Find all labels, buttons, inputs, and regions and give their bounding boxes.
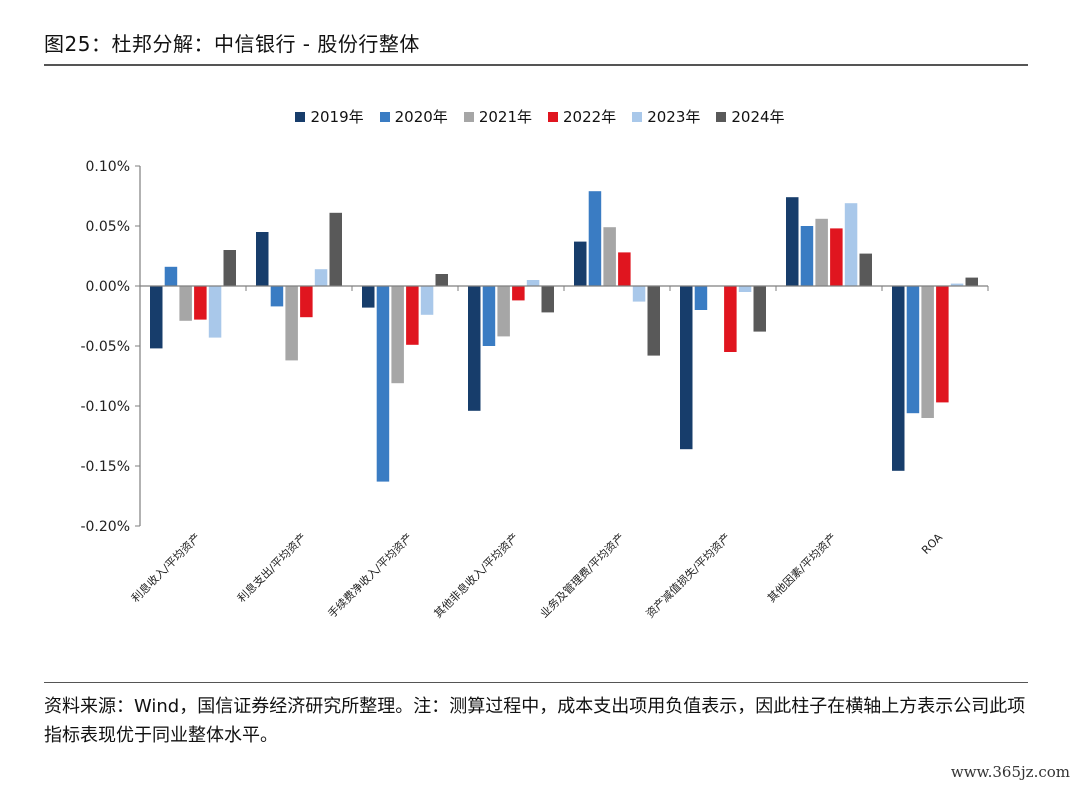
bar xyxy=(512,286,525,301)
bar xyxy=(950,283,964,286)
x-tick-label: 利息收入/平均资产 xyxy=(128,530,203,605)
chart-legend: 2019年 2020年 2021年 2022年 2023年 2024年 xyxy=(0,106,1080,127)
bar xyxy=(830,228,843,286)
bar xyxy=(391,286,404,384)
legend-item: 2024年 xyxy=(716,106,785,127)
x-tick-label: 利息支出/平均资产 xyxy=(234,530,309,605)
legend-label: 2023年 xyxy=(647,108,701,126)
legend-label: 2024年 xyxy=(731,108,785,126)
bar xyxy=(179,286,192,321)
bar xyxy=(921,286,934,418)
y-tick-label: 0.00% xyxy=(86,279,130,295)
bar xyxy=(892,286,905,471)
bar xyxy=(800,226,814,286)
bar xyxy=(285,286,298,361)
x-tick-label: 其他非息收入/平均资产 xyxy=(431,530,521,620)
bar xyxy=(906,286,920,414)
bar xyxy=(435,274,448,286)
x-tick-label: 其他因素/平均资产 xyxy=(764,530,839,605)
legend-label: 2021年 xyxy=(478,108,532,126)
bar xyxy=(936,286,949,403)
bar xyxy=(815,218,828,286)
bar xyxy=(588,191,602,286)
source-divider xyxy=(44,682,1028,683)
x-tick-label: ROA xyxy=(919,531,945,557)
bar xyxy=(362,286,375,308)
bar xyxy=(270,286,284,307)
bar xyxy=(647,286,660,356)
legend-item: 2023年 xyxy=(632,106,700,127)
bar xyxy=(753,286,766,332)
bar xyxy=(406,286,419,345)
bar xyxy=(694,286,708,310)
x-tick-label: 资产减值损失/平均资产 xyxy=(643,530,733,620)
bar-chart: 0.10%0.05%0.00%-0.05%-0.10%-0.15%-0.20%利… xyxy=(80,159,989,621)
bar xyxy=(150,286,163,349)
x-tick-label: 手续费净收入/平均资产 xyxy=(325,530,415,620)
bar xyxy=(618,252,631,286)
x-tick-label: 业务及管理费/平均资产 xyxy=(537,530,627,620)
bar xyxy=(574,241,587,286)
legend-item: 2021年 xyxy=(463,106,532,127)
bar xyxy=(786,197,799,286)
legend-swatch xyxy=(295,111,306,122)
bar xyxy=(738,286,752,292)
bar xyxy=(223,250,236,286)
bar xyxy=(164,266,178,286)
legend-swatch xyxy=(548,111,558,122)
bar xyxy=(526,280,540,286)
legend-item: 2020年 xyxy=(379,106,448,127)
bar xyxy=(497,286,510,337)
bar xyxy=(194,286,207,320)
bar xyxy=(724,286,737,352)
bar xyxy=(420,286,434,315)
source-note: 资料来源：Wind，国信证券经济研究所整理。注：测算过程中，成本支出项用负值表示… xyxy=(44,696,1026,746)
y-tick-label: -0.10% xyxy=(80,399,130,415)
y-tick-label: -0.20% xyxy=(80,519,130,535)
legend-label: 2019年 xyxy=(310,108,364,126)
bar xyxy=(329,212,342,286)
bar xyxy=(844,203,858,286)
legend-swatch xyxy=(463,111,474,122)
y-tick-label: 0.05% xyxy=(86,219,130,235)
bar xyxy=(541,286,554,313)
bar xyxy=(632,286,646,302)
bar xyxy=(603,227,616,286)
bar xyxy=(314,269,328,286)
bar xyxy=(859,253,872,286)
legend-label: 2022年 xyxy=(563,108,617,126)
bar xyxy=(256,232,269,286)
bar xyxy=(680,286,693,450)
y-tick-label: -0.15% xyxy=(80,459,130,475)
figure-title: 图25：杜邦分解：中信银行 - 股份行整体 xyxy=(44,32,420,56)
y-tick-label: 0.10% xyxy=(86,159,130,175)
watermark-text: www.365jz.com xyxy=(950,763,1070,781)
y-tick-label: -0.05% xyxy=(80,339,130,355)
bar xyxy=(965,277,978,286)
bar xyxy=(376,286,390,482)
bar xyxy=(300,286,313,318)
legend-label: 2020年 xyxy=(394,108,448,126)
legend-swatch xyxy=(379,111,390,122)
legend-item: 2019年 xyxy=(295,106,364,127)
title-underline xyxy=(44,64,1028,66)
bar xyxy=(208,286,222,338)
legend-item: 2022年 xyxy=(548,106,616,127)
bar xyxy=(482,286,496,346)
legend-swatch xyxy=(632,111,643,122)
legend-swatch xyxy=(716,111,727,122)
bar xyxy=(468,286,481,411)
